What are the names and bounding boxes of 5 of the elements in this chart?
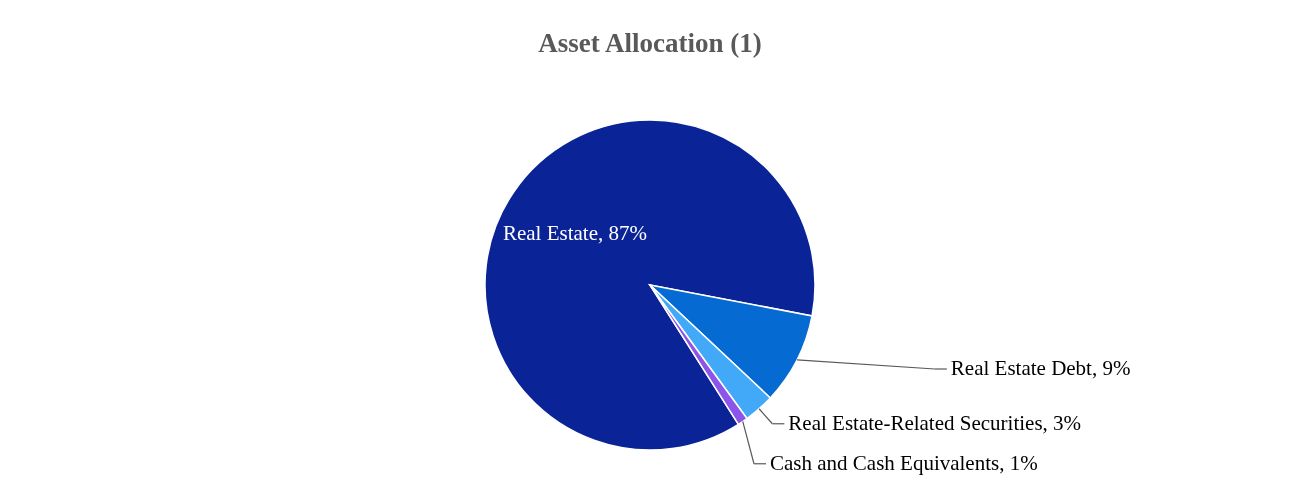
slice-label: Real Estate Debt, 9%	[950, 355, 1131, 380]
slice-label: Real Estate, 87%	[502, 220, 647, 245]
slice-label: Real Estate-Related Securities, 3%	[788, 410, 1082, 435]
slice-label: Cash and Cash Equivalents, 1%	[769, 450, 1038, 475]
chart-title: Asset Allocation (1)	[538, 28, 762, 58]
